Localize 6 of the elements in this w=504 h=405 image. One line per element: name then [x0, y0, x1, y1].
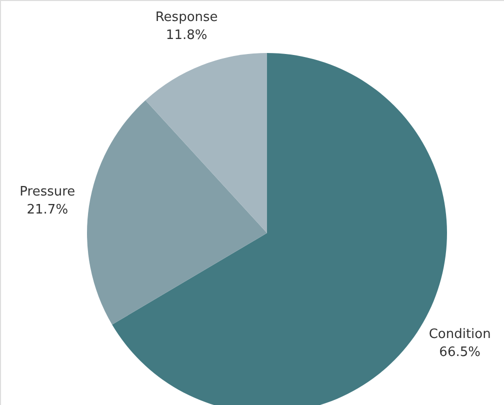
slice-label: Condition [428, 326, 491, 342]
data-label: 11.8% [166, 28, 208, 44]
slice-label: Response [155, 10, 218, 26]
slice-label: Pressure [20, 184, 76, 200]
data-label: 66.5% [439, 344, 480, 360]
data-label: 21.7% [26, 202, 68, 218]
